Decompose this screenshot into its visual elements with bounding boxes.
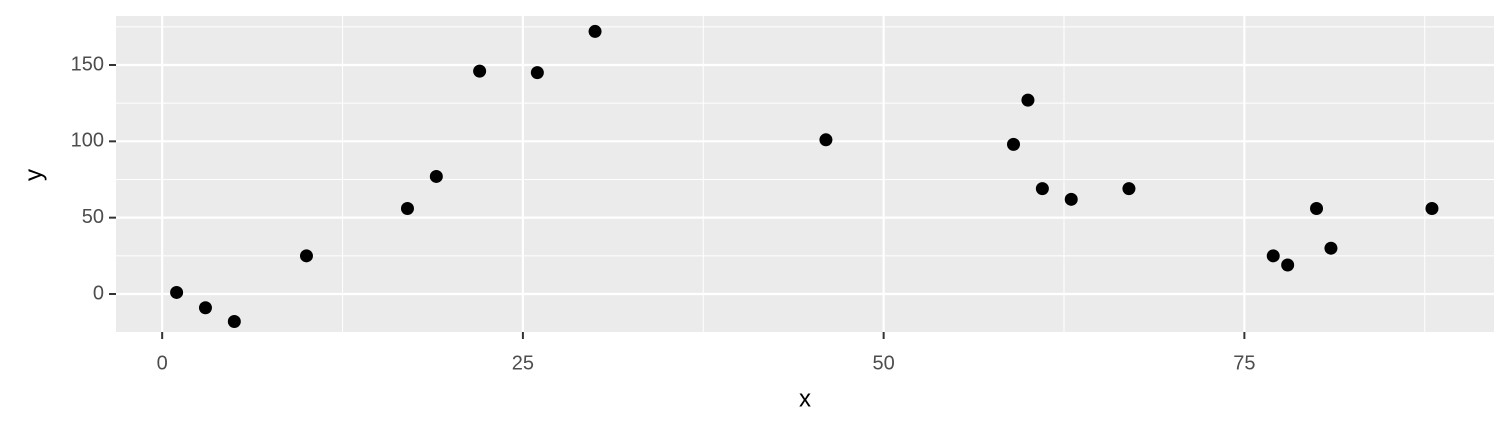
point (530, 66, 544, 80)
y-tick-label: 150 (71, 53, 104, 75)
point (1310, 202, 1324, 216)
y-tick-label: 100 (71, 130, 104, 152)
x-tick-label: 75 (1233, 352, 1255, 374)
point (1007, 137, 1021, 151)
y-tick-label: 0 (93, 282, 104, 304)
point (473, 64, 487, 78)
point (1324, 241, 1338, 255)
x-axis-title: x (799, 385, 811, 412)
x-tick-label: 25 (512, 352, 534, 374)
point (227, 314, 241, 328)
point (1281, 258, 1295, 272)
point (1425, 202, 1439, 216)
point (1035, 182, 1049, 196)
x-tick-label: 50 (873, 352, 895, 374)
y-tick-label: 50 (82, 206, 104, 228)
point (1021, 93, 1035, 107)
point (400, 202, 414, 216)
point (819, 133, 833, 147)
point (299, 249, 313, 263)
point (1122, 182, 1136, 196)
point (1266, 249, 1280, 263)
panel (116, 16, 1494, 332)
point (1064, 192, 1078, 206)
point (198, 301, 212, 315)
point (170, 285, 184, 299)
point (588, 24, 602, 38)
x-tick-label: 0 (157, 352, 168, 374)
y-axis-title: y (20, 169, 47, 181)
point (429, 169, 443, 183)
